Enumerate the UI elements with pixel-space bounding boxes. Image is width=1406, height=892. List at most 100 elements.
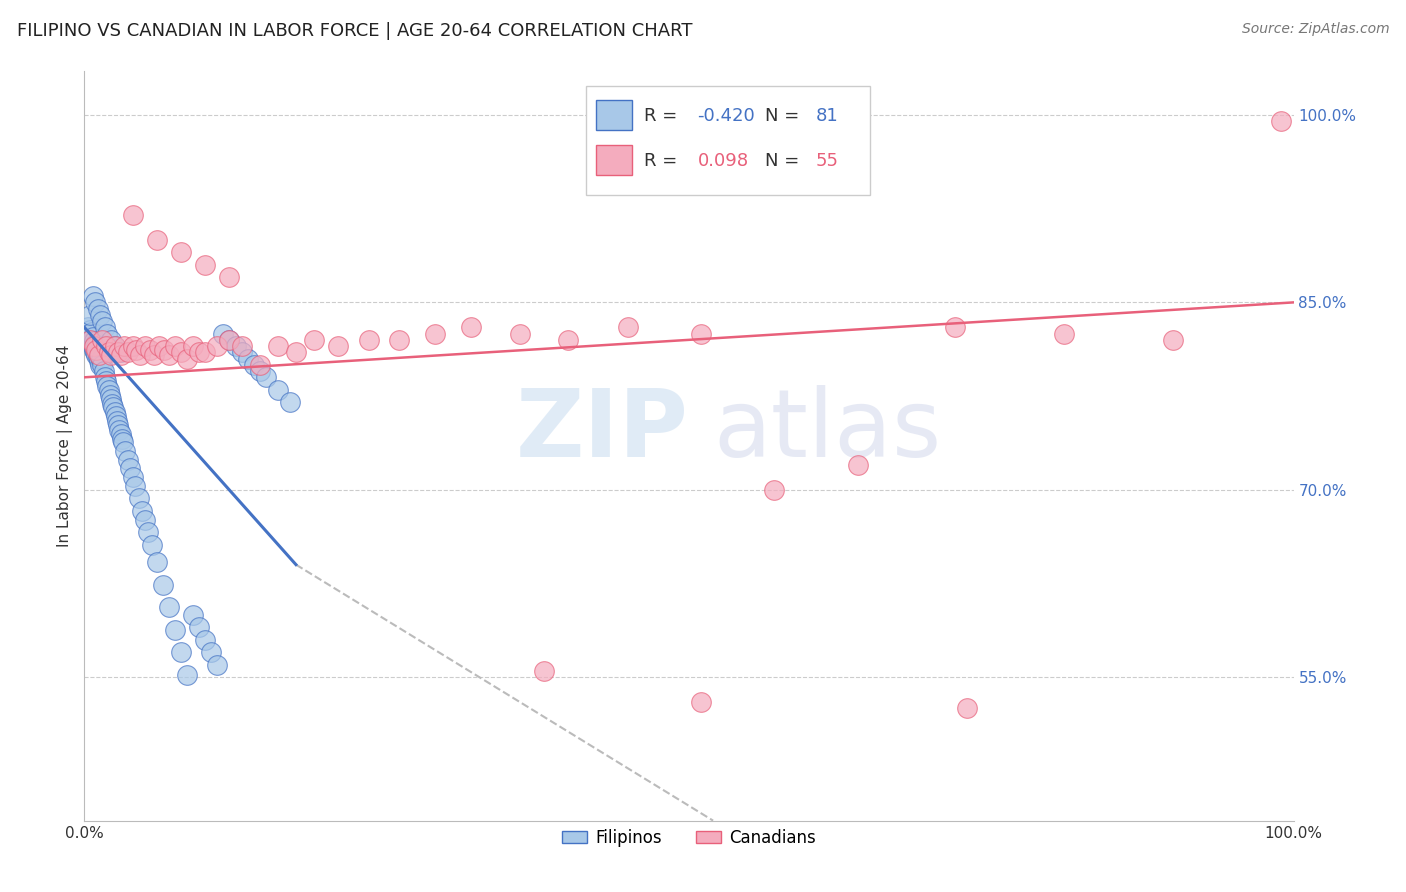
Point bbox=[86, 301, 108, 316]
Point bbox=[157, 348, 180, 362]
Text: N =: N = bbox=[765, 153, 806, 170]
Point bbox=[278, 395, 301, 409]
Point bbox=[96, 379, 118, 393]
Point bbox=[94, 374, 117, 388]
Point bbox=[617, 320, 640, 334]
Point bbox=[91, 358, 114, 372]
Point bbox=[170, 345, 193, 359]
Point bbox=[91, 314, 114, 328]
Point bbox=[110, 426, 132, 441]
Point bbox=[557, 333, 579, 347]
Point bbox=[1161, 333, 1184, 347]
Point bbox=[91, 333, 114, 347]
Point bbox=[100, 392, 122, 406]
Point bbox=[423, 326, 446, 341]
Point bbox=[207, 339, 229, 353]
Point bbox=[80, 326, 103, 340]
Point bbox=[690, 695, 713, 709]
Point bbox=[83, 339, 105, 353]
Point bbox=[212, 326, 235, 341]
Point bbox=[134, 339, 156, 353]
Point bbox=[77, 326, 100, 341]
Point bbox=[181, 607, 204, 622]
Point bbox=[533, 664, 555, 678]
Point bbox=[90, 351, 112, 366]
Point bbox=[249, 358, 271, 372]
Point bbox=[152, 577, 174, 591]
Text: atlas: atlas bbox=[713, 385, 942, 477]
Point bbox=[1270, 114, 1292, 128]
Point bbox=[200, 645, 222, 659]
Point bbox=[83, 334, 105, 348]
Point bbox=[104, 405, 127, 419]
Point bbox=[170, 645, 193, 659]
Point bbox=[121, 208, 143, 222]
Point bbox=[86, 343, 108, 357]
Point bbox=[388, 333, 411, 347]
Point bbox=[110, 348, 132, 362]
Point bbox=[107, 345, 129, 359]
Point bbox=[82, 289, 104, 303]
Point bbox=[86, 348, 108, 362]
Point bbox=[94, 320, 117, 334]
Point bbox=[84, 345, 107, 359]
Point bbox=[146, 555, 169, 569]
Point bbox=[218, 270, 240, 285]
Text: FILIPINO VS CANADIAN IN LABOR FORCE | AGE 20-64 CORRELATION CHART: FILIPINO VS CANADIAN IN LABOR FORCE | AG… bbox=[17, 22, 692, 40]
Point bbox=[117, 452, 139, 467]
Point bbox=[101, 396, 124, 410]
Point bbox=[357, 333, 380, 347]
Text: ZIP: ZIP bbox=[516, 385, 689, 477]
Point bbox=[943, 320, 966, 334]
Point bbox=[121, 339, 143, 353]
Point bbox=[176, 351, 198, 366]
Point bbox=[111, 432, 134, 446]
Point bbox=[96, 326, 118, 341]
Point bbox=[267, 383, 290, 397]
Point bbox=[82, 330, 104, 344]
Point bbox=[956, 701, 979, 715]
Point bbox=[98, 388, 121, 402]
Point bbox=[148, 339, 170, 353]
Point bbox=[100, 333, 122, 347]
Point bbox=[94, 339, 117, 353]
Point bbox=[105, 414, 128, 428]
Text: N =: N = bbox=[765, 107, 806, 125]
Point bbox=[153, 343, 176, 357]
Point bbox=[509, 326, 531, 341]
Point bbox=[83, 343, 105, 357]
Point bbox=[112, 339, 135, 353]
Point bbox=[97, 383, 120, 397]
Point bbox=[104, 339, 127, 353]
Point bbox=[267, 339, 290, 353]
Point bbox=[1053, 326, 1076, 341]
Point bbox=[86, 342, 108, 356]
Point bbox=[97, 345, 120, 359]
Point bbox=[77, 320, 100, 334]
Point bbox=[121, 470, 143, 484]
Point bbox=[129, 348, 152, 362]
Point bbox=[181, 339, 204, 353]
Point bbox=[87, 354, 110, 368]
Point bbox=[176, 667, 198, 681]
Point bbox=[89, 308, 111, 322]
Point bbox=[82, 339, 104, 353]
Point bbox=[93, 364, 115, 378]
Point bbox=[100, 348, 122, 362]
Text: 81: 81 bbox=[815, 107, 838, 125]
Point bbox=[225, 339, 247, 353]
Point bbox=[207, 657, 229, 672]
Point bbox=[87, 345, 110, 359]
Point bbox=[124, 479, 146, 493]
Point bbox=[460, 320, 482, 334]
Text: Source: ZipAtlas.com: Source: ZipAtlas.com bbox=[1241, 22, 1389, 37]
Point bbox=[112, 435, 135, 450]
Point bbox=[131, 504, 153, 518]
Point bbox=[690, 326, 713, 341]
Point bbox=[103, 401, 125, 415]
Point bbox=[846, 458, 869, 472]
Point bbox=[84, 295, 107, 310]
Point bbox=[89, 358, 111, 372]
Point bbox=[146, 233, 169, 247]
Point bbox=[104, 339, 127, 353]
